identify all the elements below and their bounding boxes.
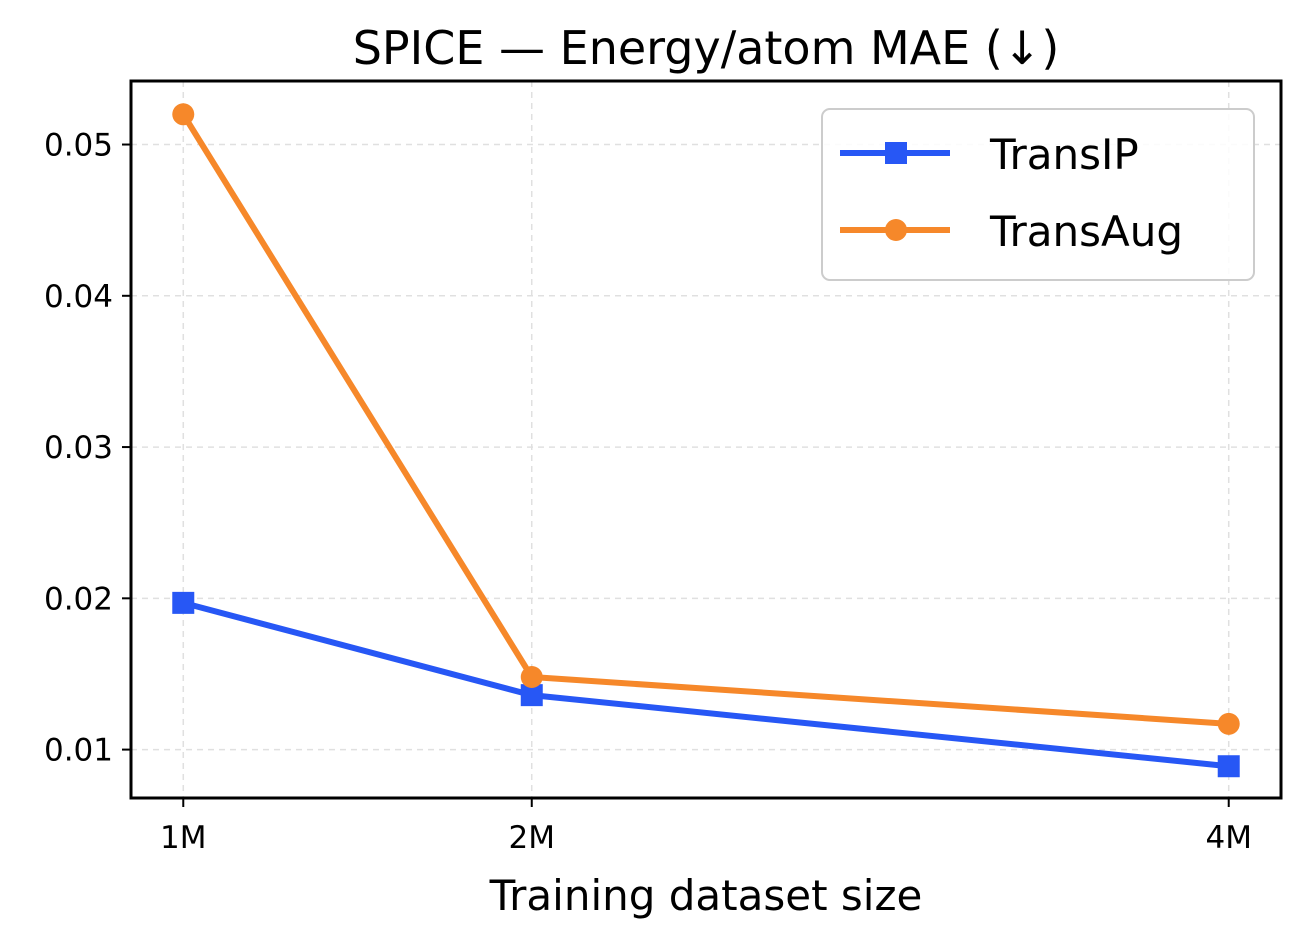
data-point xyxy=(172,591,195,614)
x-tick-label: 1M xyxy=(160,820,206,856)
y-tick-label: 0.04 xyxy=(44,279,113,315)
series-layer xyxy=(172,103,1240,778)
y-tick-label: 0.01 xyxy=(44,733,113,769)
data-point xyxy=(520,684,543,707)
legend: TransIP TransAug xyxy=(821,108,1255,281)
chart-title: SPICE — Energy/atom MAE (↓) xyxy=(353,21,1060,75)
legend-label-transip: TransIP xyxy=(989,130,1139,179)
data-point xyxy=(172,103,195,126)
axis-ticks: 1M 2M 4M 0.01 0.02 0.03 0.04 0.05 xyxy=(44,128,1252,856)
x-tick-label: 2M xyxy=(509,820,555,856)
data-point xyxy=(1217,755,1240,778)
data-point xyxy=(1217,712,1240,735)
series-line-transip xyxy=(182,599,1230,770)
series-transaug xyxy=(172,103,1240,735)
x-axis-label: Training dataset size xyxy=(489,871,923,920)
legend-marker-transip xyxy=(885,142,907,164)
data-point xyxy=(520,665,543,688)
legend-marker-transaug xyxy=(885,219,907,241)
legend-label-transaug: TransAug xyxy=(989,207,1183,256)
x-tick-label: 4M xyxy=(1205,820,1251,856)
y-tick-label: 0.02 xyxy=(44,581,113,617)
plot-frame xyxy=(129,79,1283,800)
y-tick-label: 0.03 xyxy=(44,430,113,466)
series-transip xyxy=(172,591,1240,778)
y-tick-label: 0.05 xyxy=(44,128,113,164)
